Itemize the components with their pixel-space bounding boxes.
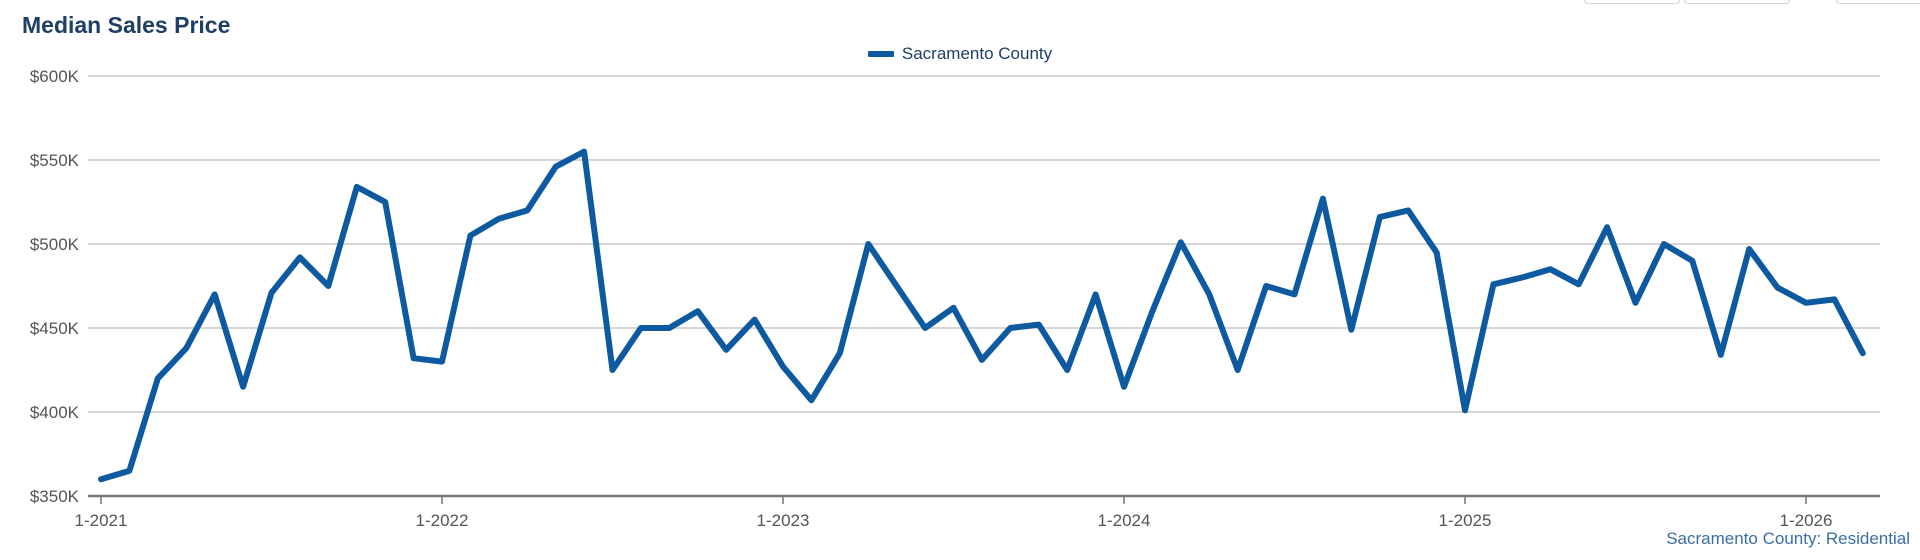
- legend-swatch: [867, 51, 894, 57]
- x-axis: 1-2021 1-2022 1-2023 1-2024 1-2025 1-2026: [75, 494, 1880, 530]
- legend-label-sacramento-county: Sacramento County: [901, 44, 1053, 63]
- x-tick-label: 1-2024: [1098, 511, 1151, 530]
- y-tick-label: $500K: [30, 235, 80, 254]
- x-tick-label: 1-2025: [1439, 511, 1492, 530]
- series-line-sacramento-county[interactable]: [98, 148, 1866, 483]
- x-tick-label: 1-2026: [1780, 511, 1833, 530]
- series-layer: [98, 148, 1866, 483]
- grid-lines: [88, 75, 1880, 413]
- y-tick-label: $400K: [30, 403, 80, 422]
- x-tick-label: 1-2022: [416, 511, 469, 530]
- y-axis-ticks: $350K $400K $450K $500K $550K $600K: [30, 67, 80, 506]
- y-tick-label: $450K: [30, 319, 80, 338]
- chart-title: Median Sales Price: [22, 12, 231, 38]
- y-tick-label: $350K: [30, 487, 80, 506]
- footer-note: Sacramento County: Residential: [1666, 529, 1910, 548]
- y-tick-label: $600K: [30, 67, 80, 86]
- x-tick-label: 1-2021: [75, 511, 128, 530]
- y-tick-label: $550K: [30, 151, 80, 170]
- x-tick-label: 1-2023: [757, 511, 810, 530]
- chart-legend[interactable]: Sacramento County: [0, 44, 1920, 64]
- toolbar-button-3[interactable]: [1836, 0, 1920, 4]
